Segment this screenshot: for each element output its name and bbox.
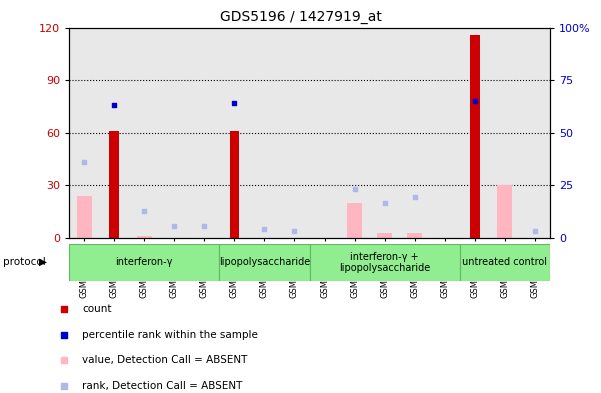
Bar <box>69 244 219 281</box>
Text: count: count <box>82 304 112 314</box>
Point <box>79 159 89 165</box>
Text: protocol: protocol <box>3 257 46 267</box>
Bar <box>377 233 392 238</box>
Point <box>470 98 480 104</box>
Text: interferon-γ +
lipopolysaccharide: interferon-γ + lipopolysaccharide <box>339 252 430 273</box>
Point <box>290 228 299 234</box>
Point <box>109 102 119 108</box>
Point <box>200 222 209 229</box>
Bar <box>498 185 513 238</box>
Bar <box>230 131 239 238</box>
Bar <box>109 131 119 238</box>
Text: interferon-γ: interferon-γ <box>115 257 173 267</box>
Point <box>59 332 69 338</box>
Bar <box>407 233 422 238</box>
Bar <box>77 196 92 238</box>
Point <box>59 357 69 364</box>
Text: GDS5196 / 1427919_at: GDS5196 / 1427919_at <box>219 10 382 24</box>
Bar <box>310 244 460 281</box>
Text: ▶: ▶ <box>39 257 47 267</box>
Point <box>169 222 179 229</box>
Bar <box>470 35 480 238</box>
Point <box>530 228 540 234</box>
Bar <box>347 203 362 238</box>
Text: value, Detection Call = ABSENT: value, Detection Call = ABSENT <box>82 355 248 365</box>
Text: rank, Detection Call = ABSENT: rank, Detection Call = ABSENT <box>82 381 243 391</box>
Point <box>59 306 69 312</box>
Point <box>350 185 359 192</box>
Point <box>59 383 69 389</box>
Point <box>410 194 419 200</box>
Bar <box>219 244 310 281</box>
Text: untreated control: untreated control <box>462 257 548 267</box>
Text: lipopolysaccharide: lipopolysaccharide <box>219 257 310 267</box>
Text: percentile rank within the sample: percentile rank within the sample <box>82 330 258 340</box>
Point <box>470 159 480 165</box>
Point <box>139 208 149 215</box>
Bar <box>137 236 152 238</box>
Point <box>230 100 239 107</box>
Point <box>380 200 389 206</box>
Point <box>260 226 269 232</box>
Bar <box>460 244 550 281</box>
